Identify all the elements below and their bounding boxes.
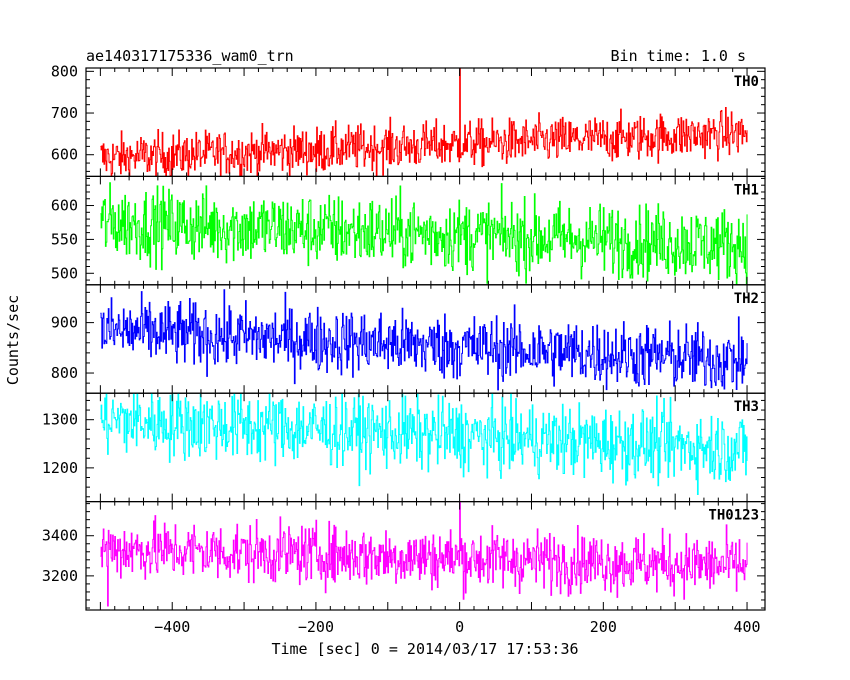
- series-line-th0: [100, 68, 748, 177]
- y-tick-label: 600: [51, 146, 78, 164]
- panel-frame: [85, 501, 766, 611]
- panel-th3: 1200 1300 TH3: [42, 392, 766, 503]
- y-tick-label: 1200: [42, 459, 78, 477]
- x-tick-label: 400: [733, 618, 760, 636]
- panel-label-th0: TH0: [734, 74, 759, 90]
- panel-label-th0123: TH0123: [708, 508, 759, 524]
- y-tick-label: 3200: [42, 567, 78, 585]
- x-tick-label: −400: [154, 618, 190, 636]
- y-tick-label: 800: [51, 62, 78, 80]
- x-axis-label: Time [sec] 0 = 2014/03/17 17:53:36: [271, 640, 578, 658]
- panel-label-th3: TH3: [734, 399, 759, 415]
- y-tick-label: 800: [51, 364, 78, 382]
- series-line-th2: [100, 289, 748, 391]
- bin-time-label: Bin time: 1.0 s: [611, 47, 746, 65]
- y-axis-label: Counts/sec: [4, 295, 22, 385]
- x-axis: −400 −200 0 200 400: [154, 618, 760, 636]
- y-tick-label: 1300: [42, 411, 78, 429]
- y-tick-label: 600: [51, 197, 78, 215]
- panel-label-th1: TH1: [734, 182, 759, 198]
- x-tick-label: 200: [590, 618, 617, 636]
- series-line-th0123: [100, 501, 748, 607]
- y-tick-label: 500: [51, 264, 78, 282]
- x-tick-label: 0: [455, 618, 464, 636]
- panel-th2: 800 900 TH2: [51, 284, 766, 394]
- panel-th0123: 3200 3400 TH0123: [42, 501, 766, 611]
- series-line-th3: [100, 393, 748, 495]
- panel-label-th2: TH2: [734, 291, 759, 307]
- y-tick-label: 3400: [42, 527, 78, 545]
- panel-th1: 500 550 600 TH1: [51, 175, 766, 286]
- y-tick-label: 550: [51, 230, 78, 248]
- panel-th0: 600 700 800 TH0: [51, 62, 766, 178]
- series-line-th1: [100, 182, 748, 285]
- y-tick-label: 700: [51, 104, 78, 122]
- x-tick-label: −200: [298, 618, 334, 636]
- panels: 600 700 800 TH0 500 550 600 TH1 800 900 TH2 1200 130…: [42, 62, 766, 611]
- y-tick-label: 900: [51, 314, 78, 332]
- figure-title: ae140317175336_wam0_trn: [86, 47, 294, 65]
